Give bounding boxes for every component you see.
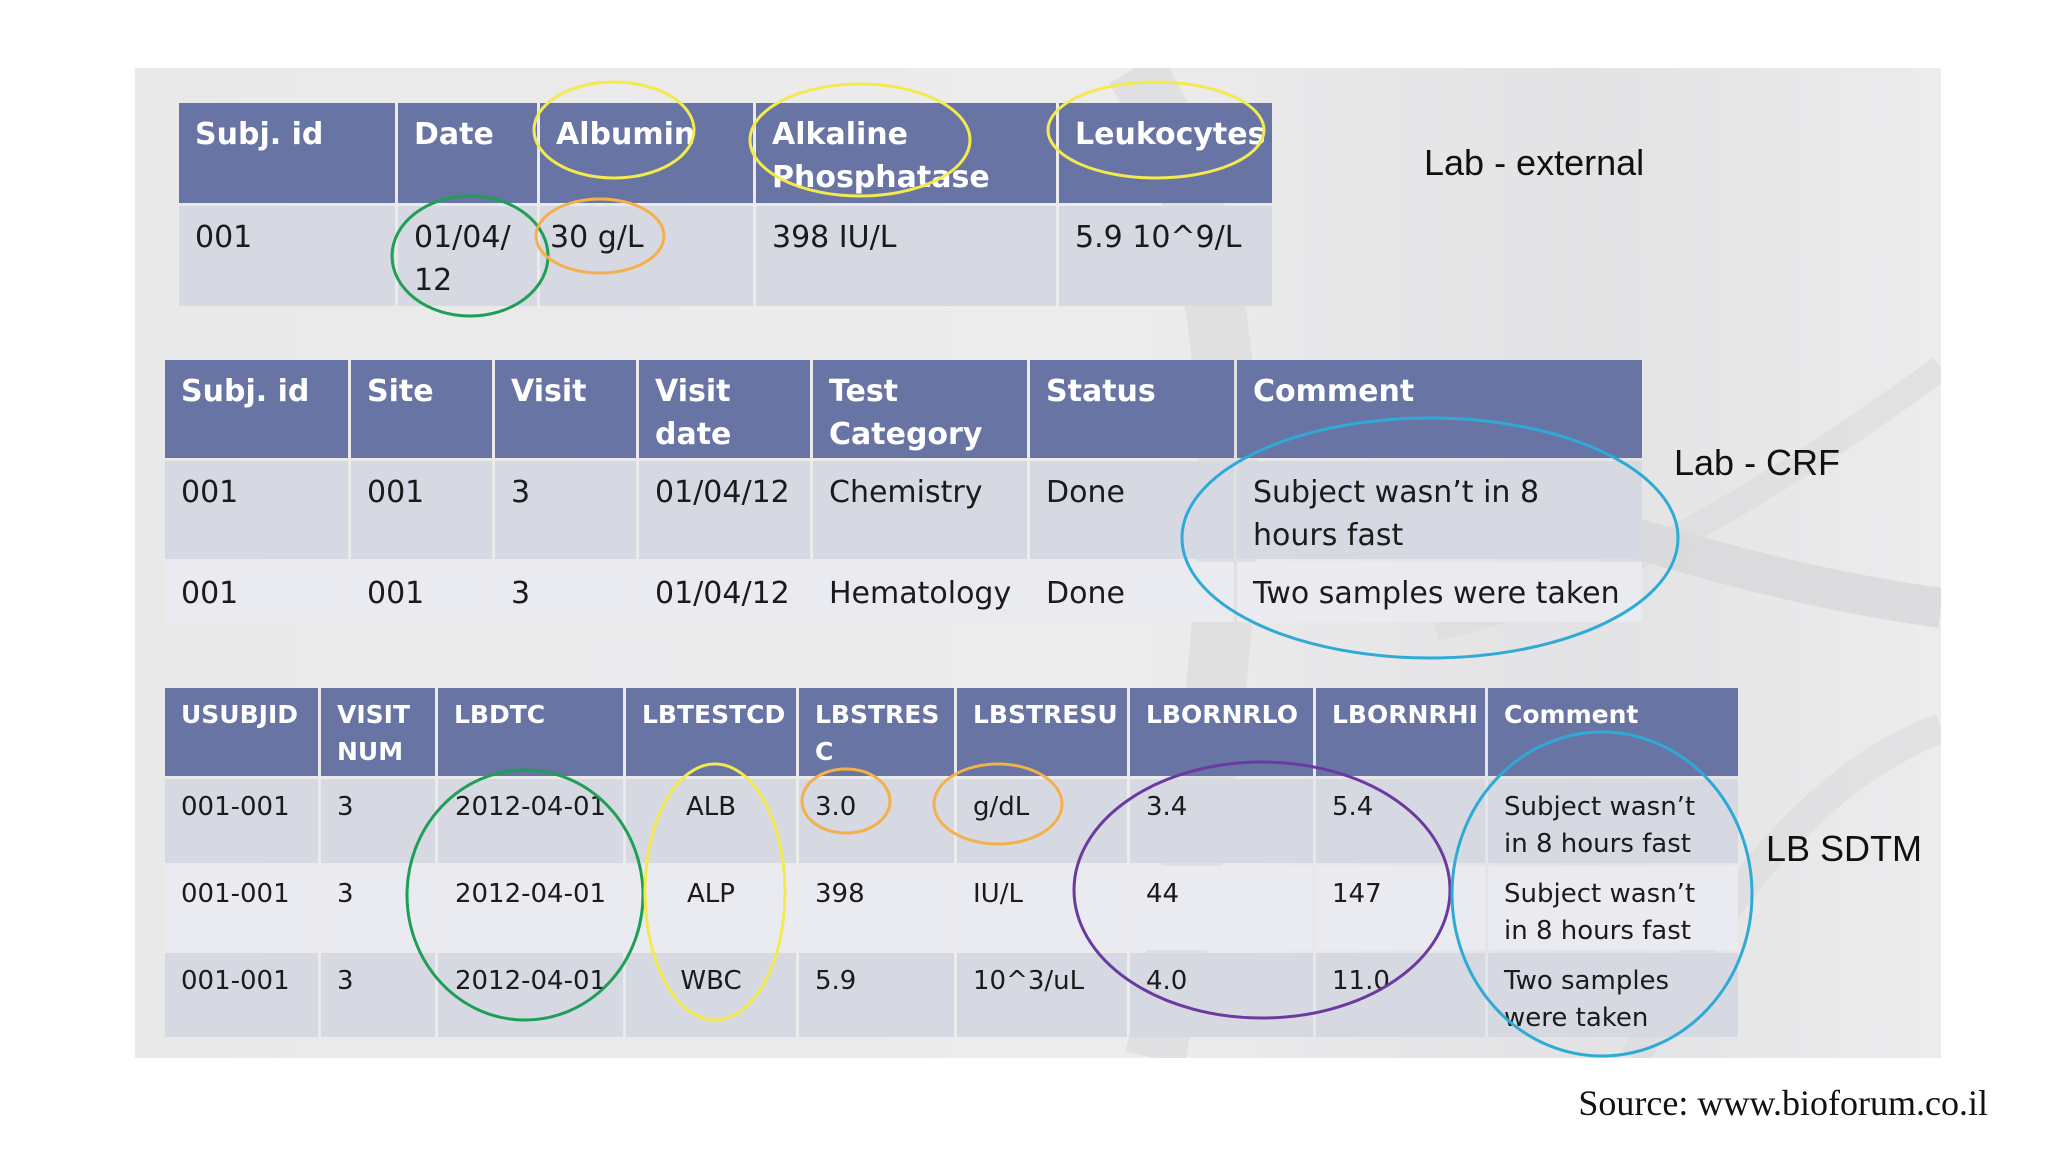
table-row: 001 01/04/ 12 30 g/L 398 IU/L 5.9 10^9/L (179, 206, 1272, 306)
column-header: Alkaline Phosphatase (756, 103, 1056, 203)
table-cell: 10^3/uL (957, 953, 1127, 1037)
lab-crf-label: Lab - CRF (1674, 442, 1841, 483)
table-header-row: Subj. id Date Albumin Alkaline Phosphata… (179, 103, 1272, 203)
table-cell: IU/L (957, 866, 1127, 950)
source-credit: Source: www.bioforum.co.il (1578, 1083, 1988, 1123)
table-cell: ALB (626, 779, 796, 863)
table-cell: 11.0 (1316, 953, 1485, 1037)
table-cell: 398 (799, 866, 954, 950)
table-cell: 001-001 (165, 953, 318, 1037)
table-cell: 147 (1316, 866, 1485, 950)
table-cell: 001 (165, 461, 348, 559)
table-cell: ALP (626, 866, 796, 950)
table-cell: Done (1030, 562, 1234, 622)
table-cell: 398 IU/L (756, 206, 1056, 306)
table-cell: 30 g/L (540, 206, 753, 306)
table-cell: 001-001 (165, 866, 318, 950)
column-header: LBSTRESU (957, 688, 1127, 776)
column-header: Visit (495, 360, 636, 458)
column-header: LBTESTCD (626, 688, 796, 776)
table-cell: Chemistry (813, 461, 1027, 559)
table-cell: Two samples were taken (1488, 953, 1738, 1037)
table-cell: WBC (626, 953, 796, 1037)
table-cell: 2012-04-01 (438, 866, 623, 950)
table-cell: 3 (321, 953, 435, 1037)
lab-external-label: Lab - external (1424, 142, 1645, 183)
column-header: Test Category (813, 360, 1027, 458)
table-cell: 01/04/12 (639, 562, 810, 622)
table-cell: 3 (321, 866, 435, 950)
table-cell: 001 (351, 562, 492, 622)
column-header: Comment (1488, 688, 1738, 776)
table-cell: Hematology (813, 562, 1027, 622)
table-cell: 44 (1130, 866, 1313, 950)
table-cell: 01/04/12 (639, 461, 810, 559)
table-cell: 5.9 (799, 953, 954, 1037)
column-header: USUBJID (165, 688, 318, 776)
lab-crf-table: Subj. id Site Visit Visit date Test Cate… (162, 357, 1645, 625)
column-header: LBORNRHI (1316, 688, 1485, 776)
table-cell: 2012-04-01 (438, 779, 623, 863)
table-cell: 01/04/ 12 (398, 206, 537, 306)
table-row: 001-001 3 2012-04-01 ALB 3.0 g/dL 3.4 5.… (165, 779, 1738, 863)
column-header: Leukocytes (1059, 103, 1272, 203)
column-header: Subj. id (165, 360, 348, 458)
table-header-row: USUBJID VISIT NUM LBDTC LBTESTCD LBSTRES… (165, 688, 1738, 776)
table-cell: 001-001 (165, 779, 318, 863)
table-cell: 5.9 10^9/L (1059, 206, 1272, 306)
table-row: 001 001 3 01/04/12 Chemistry Done Subjec… (165, 461, 1642, 559)
table-cell: Two samples were taken (1237, 562, 1642, 622)
table-row: 001 001 3 01/04/12 Hematology Done Two s… (165, 562, 1642, 622)
table-cell: 001 (179, 206, 395, 306)
table-cell: 3 (495, 461, 636, 559)
column-header: LBDTC (438, 688, 623, 776)
table-cell: 3.0 (799, 779, 954, 863)
column-header: Date (398, 103, 537, 203)
column-header: Site (351, 360, 492, 458)
column-header: VISIT NUM (321, 688, 435, 776)
table-cell: 3 (495, 562, 636, 622)
table-cell: Subject wasn’t in 8 hours fast (1237, 461, 1642, 559)
table-row: 001-001 3 2012-04-01 WBC 5.9 10^3/uL 4.0… (165, 953, 1738, 1037)
table-cell: 4.0 (1130, 953, 1313, 1037)
lb-sdtm-label: LB SDTM (1766, 828, 1923, 869)
table-cell: 3 (321, 779, 435, 863)
table-cell: Subject wasn’t in 8 hours fast (1488, 866, 1738, 950)
table-cell: 001 (165, 562, 348, 622)
table-cell: Done (1030, 461, 1234, 559)
table-header-row: Subj. id Site Visit Visit date Test Cate… (165, 360, 1642, 458)
table-row: 001-001 3 2012-04-01 ALP 398 IU/L 44 147… (165, 866, 1738, 950)
table-cell: Subject wasn’t in 8 hours fast (1488, 779, 1738, 863)
column-header: Comment (1237, 360, 1642, 458)
column-header: Albumin (540, 103, 753, 203)
table-cell: 3.4 (1130, 779, 1313, 863)
column-header: Subj. id (179, 103, 395, 203)
table-cell: g/dL (957, 779, 1127, 863)
table-cell: 2012-04-01 (438, 953, 623, 1037)
column-header: Status (1030, 360, 1234, 458)
table-cell: 001 (351, 461, 492, 559)
column-header: Visit date (639, 360, 810, 458)
table-cell: 5.4 (1316, 779, 1485, 863)
lab-external-table: Subj. id Date Albumin Alkaline Phosphata… (176, 100, 1275, 309)
lb-sdtm-table: USUBJID VISIT NUM LBDTC LBTESTCD LBSTRES… (162, 685, 1741, 1040)
column-header: LBORNRLO (1130, 688, 1313, 776)
column-header: LBSTRES C (799, 688, 954, 776)
